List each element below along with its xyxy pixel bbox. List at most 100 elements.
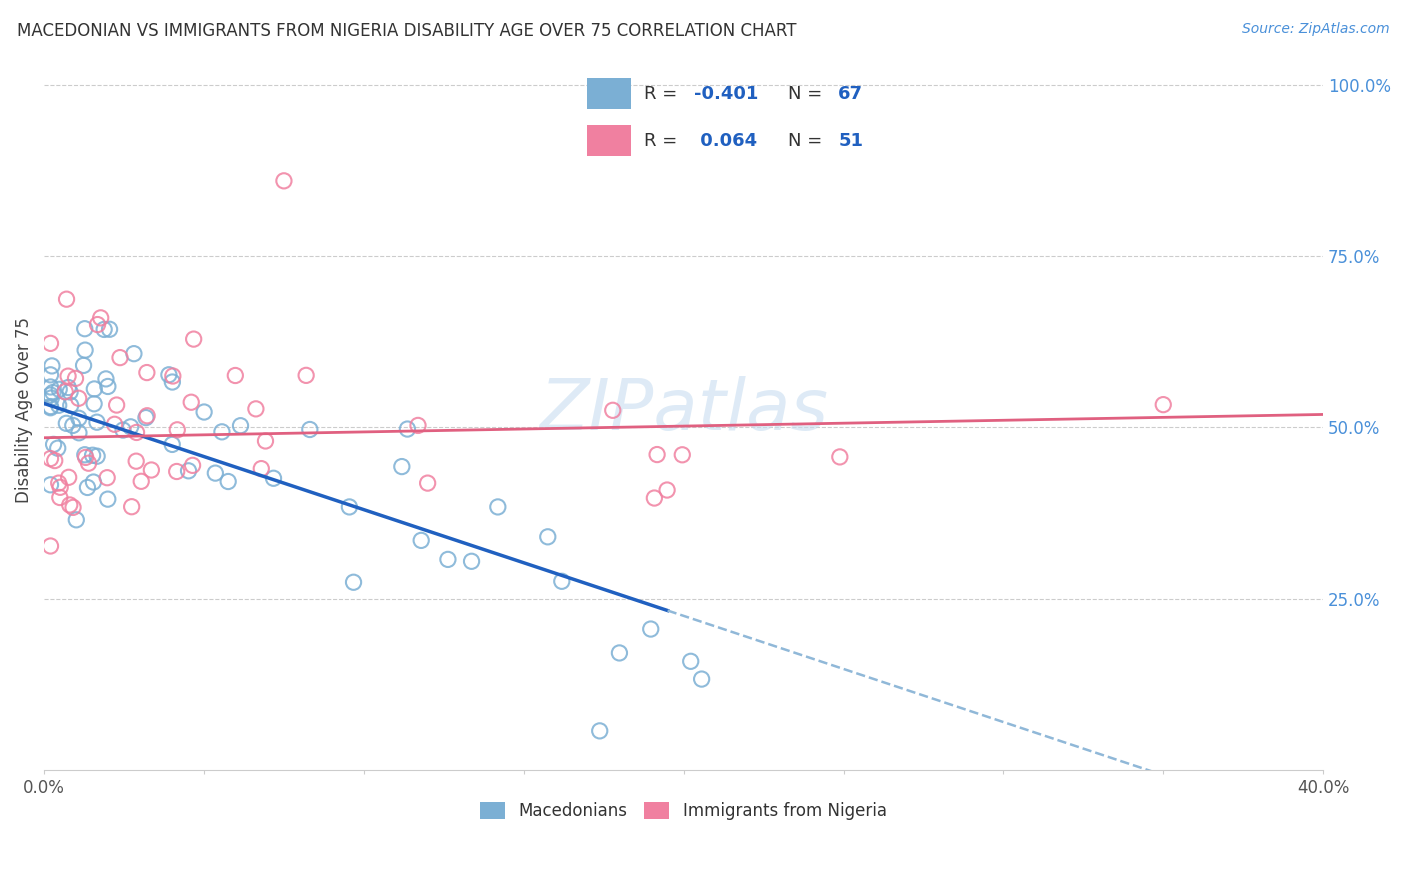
- Point: [42, 385, 65, 400]
- Point: [263, 471, 285, 485]
- Point: [609, 646, 631, 660]
- Point: [59, 384, 82, 399]
- Point: [121, 500, 143, 514]
- Point: [49, 491, 72, 505]
- Point: [73, 322, 96, 336]
- Point: [83, 382, 105, 396]
- Point: [39, 391, 62, 405]
- Text: Source: ZipAtlas.com: Source: ZipAtlas.com: [1241, 22, 1389, 37]
- Point: [72, 359, 94, 373]
- Point: [295, 368, 318, 383]
- Point: [62, 418, 84, 433]
- Point: [58, 470, 80, 484]
- Point: [193, 405, 215, 419]
- Point: [679, 654, 702, 668]
- Point: [120, 419, 142, 434]
- Point: [90, 310, 112, 325]
- Point: [136, 409, 159, 423]
- Point: [640, 622, 662, 636]
- Point: [160, 437, 183, 451]
- Point: [162, 369, 184, 384]
- Point: [55, 292, 77, 306]
- Point: [643, 491, 665, 505]
- Point: [53, 384, 76, 399]
- Point: [298, 422, 321, 436]
- Point: [97, 379, 120, 393]
- Point: [671, 448, 693, 462]
- Point: [166, 465, 188, 479]
- Point: [411, 533, 433, 548]
- Point: [211, 425, 233, 439]
- Point: [76, 480, 98, 494]
- Point: [41, 359, 63, 373]
- Point: [58, 380, 80, 394]
- Point: [73, 448, 96, 462]
- Point: [406, 418, 429, 433]
- Text: MACEDONIAN VS IMMIGRANTS FROM NIGERIA DISABILITY AGE OVER 75 CORRELATION CHART: MACEDONIAN VS IMMIGRANTS FROM NIGERIA DI…: [17, 22, 796, 40]
- Point: [75, 343, 97, 358]
- Point: [273, 174, 295, 188]
- Point: [97, 492, 120, 507]
- Point: [125, 454, 148, 468]
- Point: [655, 483, 678, 497]
- Point: [551, 574, 574, 589]
- Y-axis label: Disability Age Over 75: Disability Age Over 75: [15, 318, 32, 503]
- Point: [162, 375, 184, 389]
- Point: [828, 450, 851, 464]
- Point: [250, 461, 273, 475]
- Point: [39, 388, 62, 402]
- Point: [46, 441, 69, 455]
- Point: [224, 368, 246, 383]
- Point: [337, 500, 360, 514]
- Point: [39, 451, 62, 466]
- Point: [183, 332, 205, 346]
- Point: [342, 575, 364, 590]
- Point: [108, 351, 131, 365]
- Point: [86, 415, 108, 429]
- Point: [98, 322, 121, 336]
- Point: [135, 410, 157, 425]
- Point: [645, 448, 668, 462]
- Point: [537, 530, 560, 544]
- Point: [125, 425, 148, 440]
- Point: [39, 380, 62, 394]
- Point: [245, 401, 267, 416]
- Point: [59, 498, 82, 512]
- Point: [602, 403, 624, 417]
- Point: [157, 368, 180, 382]
- Point: [103, 417, 125, 432]
- Point: [181, 458, 204, 473]
- Point: [82, 475, 104, 489]
- Point: [86, 318, 108, 332]
- Point: [39, 539, 62, 553]
- Point: [1152, 398, 1174, 412]
- Point: [105, 398, 128, 412]
- Point: [86, 449, 108, 463]
- Point: [39, 368, 62, 382]
- Point: [49, 480, 72, 494]
- Point: [122, 346, 145, 360]
- Point: [62, 500, 84, 515]
- Point: [112, 423, 135, 437]
- Point: [166, 423, 188, 437]
- Point: [48, 476, 70, 491]
- Point: [254, 434, 277, 448]
- Point: [204, 466, 226, 480]
- Point: [39, 478, 62, 492]
- Point: [180, 395, 202, 409]
- Point: [217, 475, 239, 489]
- Point: [690, 672, 713, 686]
- Point: [67, 411, 90, 425]
- Legend: Macedonians, Immigrants from Nigeria: Macedonians, Immigrants from Nigeria: [474, 795, 893, 826]
- Point: [135, 366, 157, 380]
- Point: [589, 723, 612, 738]
- Point: [82, 448, 104, 462]
- Point: [39, 336, 62, 351]
- Point: [55, 417, 77, 431]
- Point: [48, 398, 70, 412]
- Point: [94, 372, 117, 386]
- Point: [396, 422, 419, 436]
- Point: [460, 554, 482, 568]
- Point: [77, 456, 100, 470]
- Point: [83, 397, 105, 411]
